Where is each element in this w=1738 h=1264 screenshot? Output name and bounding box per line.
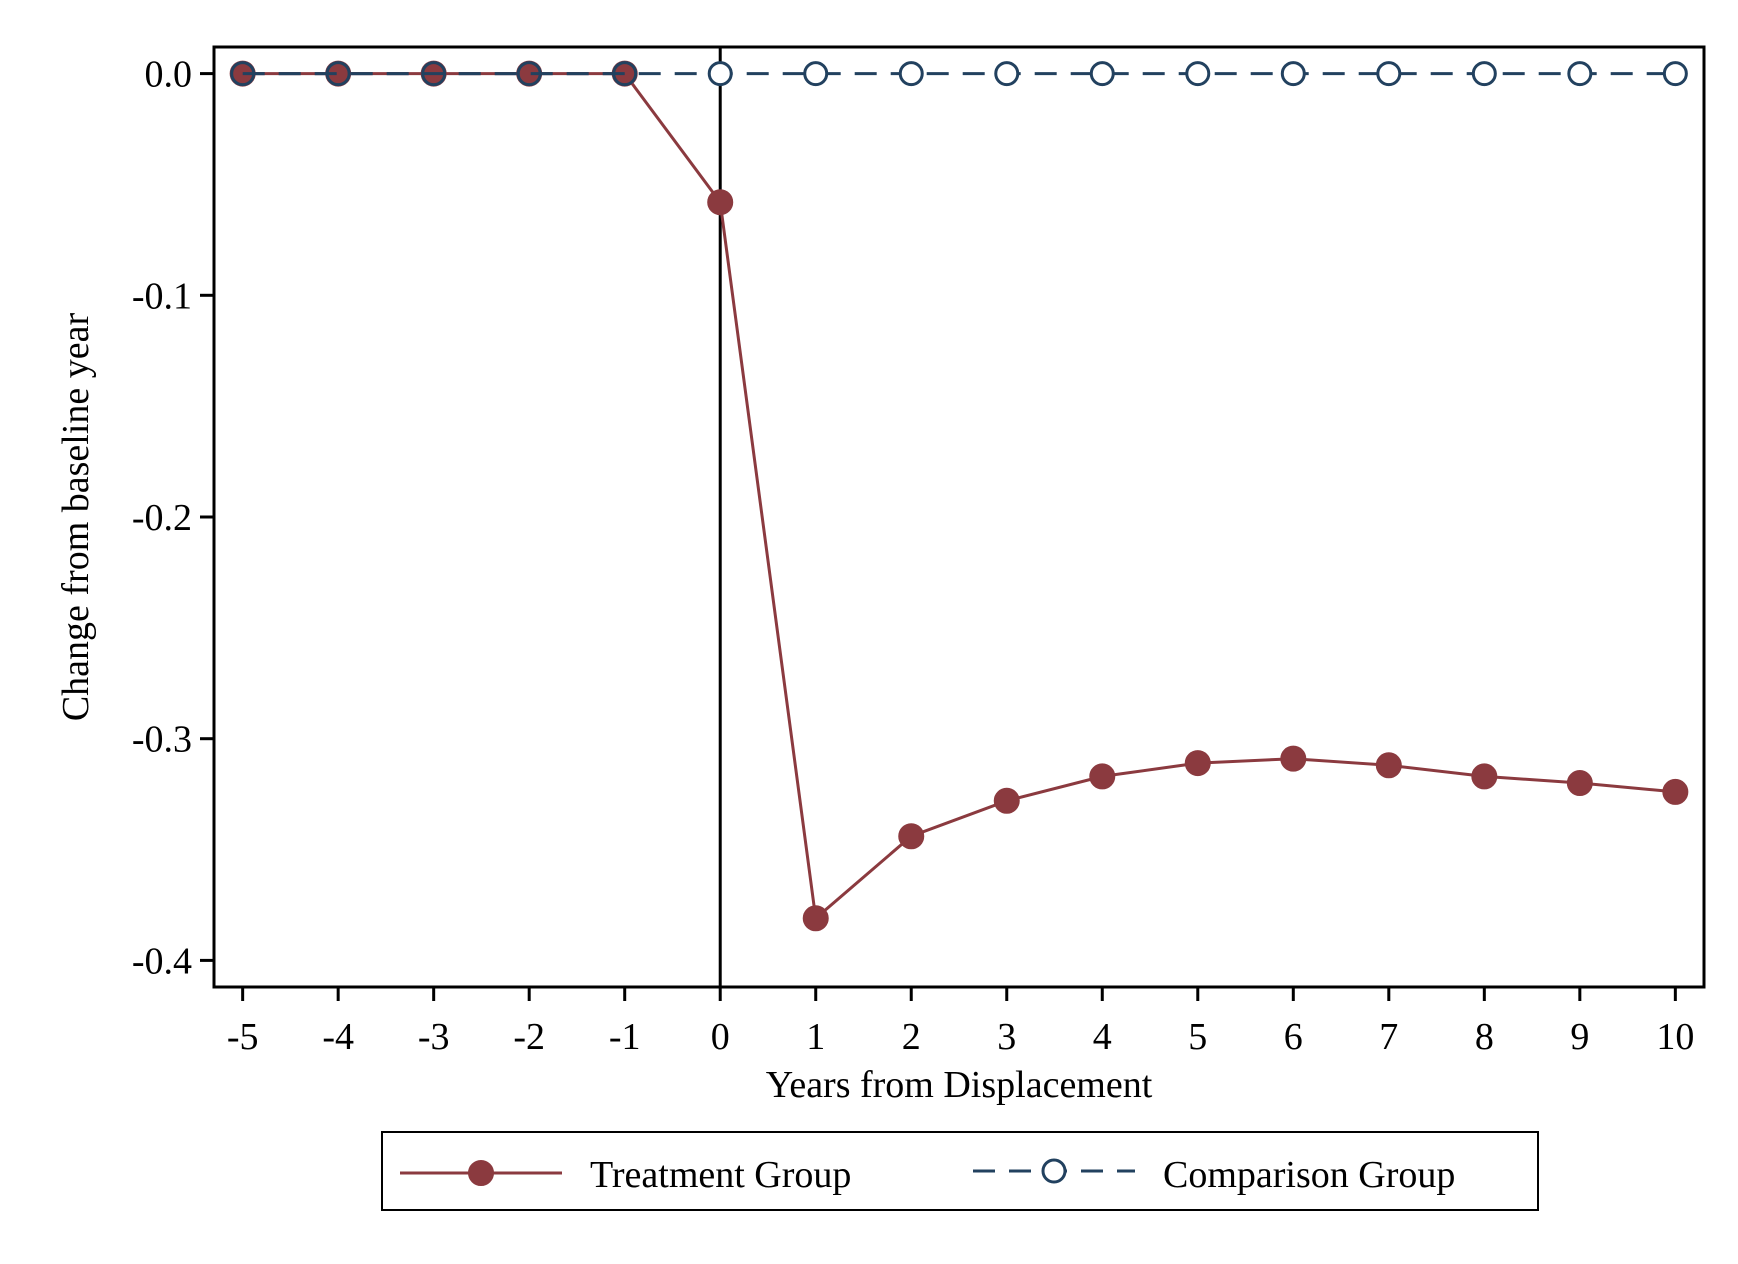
x-tick-label: 3 xyxy=(997,1016,1016,1058)
x-axis-title: Years from Displacement xyxy=(766,1064,1153,1106)
series-layer xyxy=(229,60,1689,932)
series-0-point xyxy=(1375,752,1402,779)
series-1-point xyxy=(1471,61,1497,87)
x-tick-label: 2 xyxy=(902,1016,921,1058)
series-0-point xyxy=(1280,745,1307,772)
series-1-point-overlay xyxy=(421,61,447,87)
series-1-point xyxy=(803,61,829,87)
series-1-point-overlay xyxy=(612,61,638,87)
series-0-point xyxy=(898,823,925,850)
x-tick-label: -1 xyxy=(609,1016,641,1058)
x-tick-label: 7 xyxy=(1379,1016,1398,1058)
series-1-point xyxy=(1376,61,1402,87)
series-0-point xyxy=(1566,770,1593,797)
legend-treatment-label: Treatment Group xyxy=(590,1154,851,1196)
x-tick-label: 4 xyxy=(1093,1016,1112,1058)
y-tick-label: -0.4 xyxy=(132,940,192,982)
series-0-point xyxy=(1471,763,1498,790)
series-1-point-overlay xyxy=(516,61,542,87)
x-tick-label: 1 xyxy=(806,1016,825,1058)
series-1-point xyxy=(1089,61,1115,87)
legend: Treatment Group Comparison Group xyxy=(381,1131,1539,1211)
series-line-0 xyxy=(242,72,1676,922)
x-tick-label: 9 xyxy=(1570,1016,1589,1058)
series-0-point xyxy=(1662,778,1689,805)
series-0-point xyxy=(802,905,829,932)
series-0-point xyxy=(1184,750,1211,777)
x-tick-label: 0 xyxy=(711,1016,730,1058)
series-1-point xyxy=(1185,61,1211,87)
series-0-point xyxy=(993,787,1020,814)
x-tick-label: -5 xyxy=(227,1016,259,1058)
series-1-point-overlay xyxy=(230,61,256,87)
series-1-point xyxy=(898,61,924,87)
y-tick-label: -0.3 xyxy=(132,719,192,761)
x-tick-label: 6 xyxy=(1284,1016,1303,1058)
series-0-point xyxy=(1089,763,1116,790)
x-tick-label: -2 xyxy=(513,1016,545,1058)
plot-frame xyxy=(212,45,1706,989)
x-tick-label: 5 xyxy=(1188,1016,1207,1058)
legend-box xyxy=(381,1131,1539,1211)
legend-comparison-label: Comparison Group xyxy=(1163,1154,1455,1196)
series-1-point xyxy=(1567,61,1593,87)
legend-treatment-marker xyxy=(468,1160,494,1186)
series-0-point xyxy=(707,189,734,216)
series-1-point-overlay xyxy=(325,61,351,87)
x-tick-label: 8 xyxy=(1475,1016,1494,1058)
y-tick-label: -0.1 xyxy=(132,275,192,317)
legend-comparison-marker xyxy=(1041,1158,1067,1184)
series-1-point xyxy=(994,61,1020,87)
x-tick-label: 10 xyxy=(1656,1016,1694,1058)
x-tick-label: -4 xyxy=(322,1016,354,1058)
axis-ticks: 0.0 -0.1 -0.2 -0.3 -0.4 -5 -4 -3 -2 -1 0 1 2 3 4 5 6 7 8 9 1… xyxy=(132,54,1695,1058)
y-tick-label: -0.2 xyxy=(132,497,192,539)
x-tick-label: -3 xyxy=(418,1016,450,1058)
series-1-point xyxy=(1280,61,1306,87)
y-tick-label: 0.0 xyxy=(145,54,193,96)
y-axis-title: Change from baseline year xyxy=(55,312,97,721)
series-1-point xyxy=(1662,61,1688,87)
series-1-point xyxy=(707,61,733,87)
